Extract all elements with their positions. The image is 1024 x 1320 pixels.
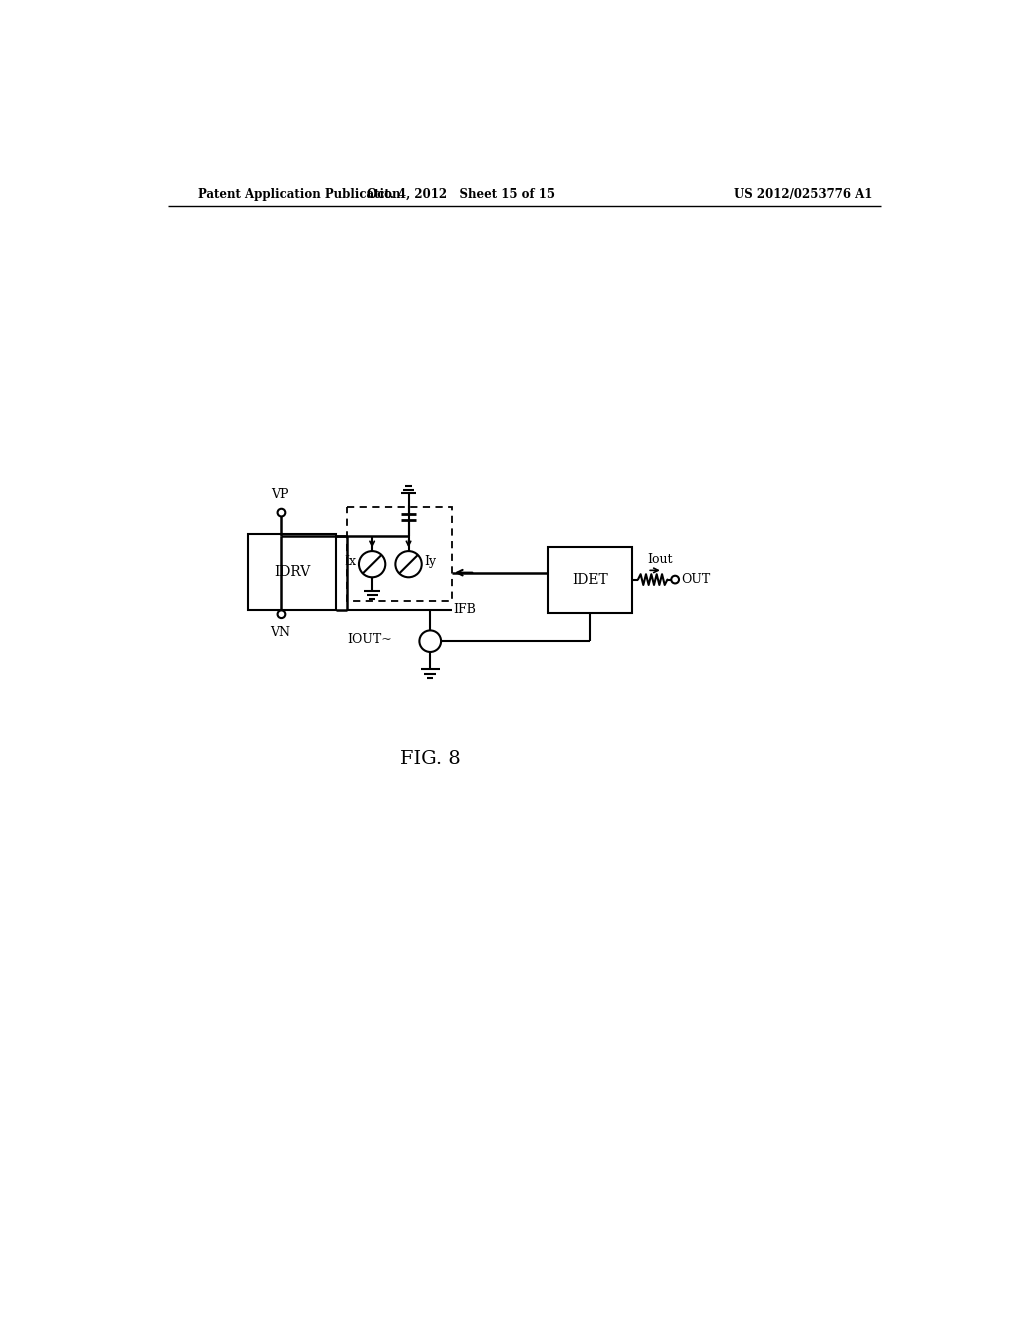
Circle shape <box>420 631 441 652</box>
Text: Oct. 4, 2012   Sheet 15 of 15: Oct. 4, 2012 Sheet 15 of 15 <box>368 187 555 201</box>
Text: Patent Application Publication: Patent Application Publication <box>198 187 400 201</box>
Text: Iout: Iout <box>647 553 673 566</box>
Circle shape <box>278 610 286 618</box>
Text: IFB: IFB <box>454 603 476 615</box>
Text: IOUT~: IOUT~ <box>347 634 392 647</box>
Bar <box>248 535 336 610</box>
Text: OUT: OUT <box>681 573 711 586</box>
Circle shape <box>359 552 385 577</box>
Text: VP: VP <box>271 488 289 502</box>
Text: VN: VN <box>270 626 290 639</box>
Circle shape <box>672 576 679 583</box>
Bar <box>346 507 452 601</box>
Circle shape <box>395 552 422 577</box>
Text: Iy: Iy <box>424 554 436 568</box>
Text: IDET: IDET <box>572 573 608 587</box>
Bar <box>548 548 632 612</box>
Text: FIG. 8: FIG. 8 <box>400 750 461 768</box>
Circle shape <box>278 508 286 516</box>
Text: IDRV: IDRV <box>273 565 310 579</box>
Text: US 2012/0253776 A1: US 2012/0253776 A1 <box>733 187 872 201</box>
Text: Ix: Ix <box>345 554 356 568</box>
